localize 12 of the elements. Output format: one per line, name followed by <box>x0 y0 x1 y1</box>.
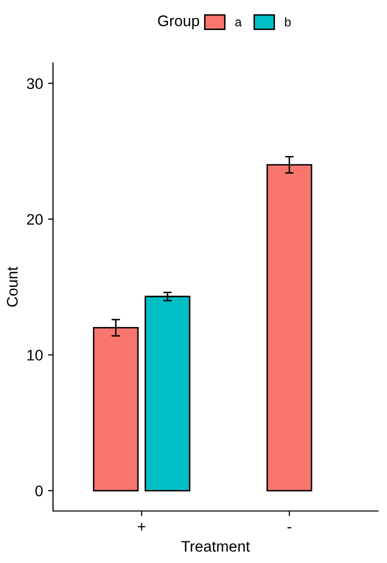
x-tick-label: - <box>288 527 292 528</box>
x-axis-title: Treatment <box>181 541 250 552</box>
legend-label: b <box>285 17 291 26</box>
y-axis-title: Count <box>6 266 18 307</box>
y-tick-label: 20 <box>27 214 43 225</box>
y-tick-label: 10 <box>27 350 43 361</box>
legend-label: a <box>235 20 242 26</box>
y-tick-label: 0 <box>35 486 43 496</box>
y-tick-label: 30 <box>26 78 43 90</box>
legend-title: Group <box>158 15 200 30</box>
bar <box>144 296 190 492</box>
x-tick-label: + <box>138 522 146 530</box>
